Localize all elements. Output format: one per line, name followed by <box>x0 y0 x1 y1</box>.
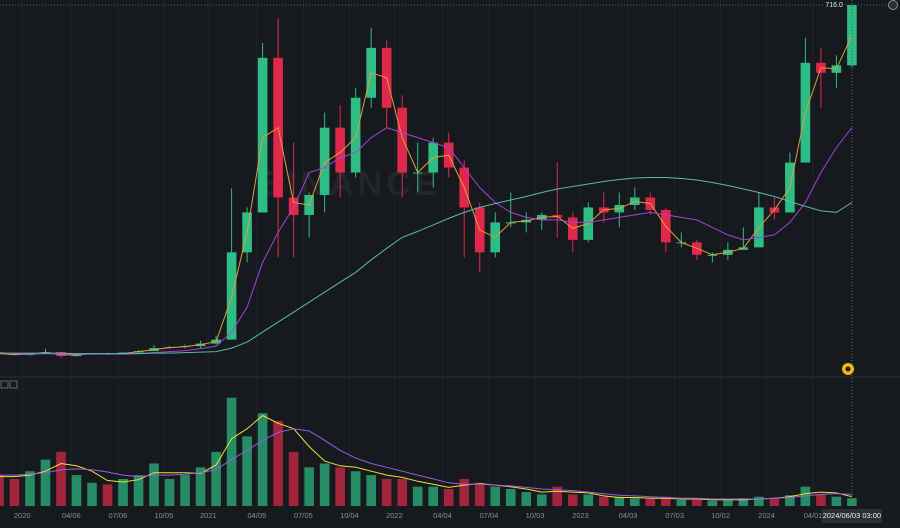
watermark: BINANCE <box>259 165 442 203</box>
volume-bar <box>738 498 749 506</box>
volume-bar <box>769 498 780 506</box>
volume-bar <box>56 451 66 506</box>
x-tick-label: 07/06 <box>108 511 127 520</box>
grid <box>21 0 814 506</box>
volume-bar <box>428 486 439 506</box>
x-tick-label: 10/03 <box>526 511 545 520</box>
volume-bar <box>319 463 330 506</box>
pane-icon[interactable] <box>9 380 18 389</box>
x-tick-label: 04/04 <box>433 511 452 520</box>
last-price-box <box>823 0 844 9</box>
volume-bar <box>397 478 407 506</box>
x-tick-label: 2024 <box>758 511 775 520</box>
volume-bar <box>273 420 283 506</box>
candle-body <box>350 97 361 173</box>
volume-bar <box>40 459 51 506</box>
pane-icon[interactable] <box>0 380 9 389</box>
candle-body <box>257 57 268 213</box>
volume-bar <box>9 478 20 506</box>
volume-bar <box>25 471 35 506</box>
x-tick-label: 04/03 <box>619 511 638 520</box>
volume-bar <box>847 498 857 506</box>
volume-bar <box>723 499 733 506</box>
volume-bar <box>707 500 718 506</box>
candle-body <box>707 254 718 256</box>
volume-bar <box>505 488 516 506</box>
candle-body <box>397 107 407 173</box>
volume-bar <box>211 451 221 506</box>
x-tick-label: 2023 <box>572 511 589 520</box>
x-tick-label: 2020 <box>14 511 31 520</box>
volume-bar <box>180 475 190 506</box>
moving-average-line <box>0 177 853 355</box>
x-tick-label: 10/05 <box>154 511 173 520</box>
volume-bar <box>0 475 4 506</box>
volume-bar <box>443 488 454 506</box>
volume-bar <box>692 499 702 506</box>
x-tick-label: 07/03 <box>665 511 684 520</box>
volume-bar <box>71 475 82 506</box>
volume-bar <box>304 467 314 506</box>
volume-bar <box>645 499 656 506</box>
volume-bar <box>118 478 128 506</box>
volume-bar <box>164 478 175 506</box>
last-price-label: 716.0 <box>825 2 843 9</box>
volume-bar <box>567 494 578 506</box>
volume-bar <box>381 478 392 506</box>
volume-bar <box>366 475 376 506</box>
volume-bar <box>831 496 842 506</box>
volume-pane <box>0 397 857 506</box>
volume-bar <box>288 451 299 506</box>
volume-bar <box>474 482 485 506</box>
volume-bar <box>226 397 237 506</box>
volume-bar <box>754 496 764 506</box>
event-icon-dot <box>845 366 851 372</box>
x-tick-label: 2021 <box>200 511 217 520</box>
candle-body <box>847 4 857 66</box>
x-tick-label: 04/01 <box>804 511 823 520</box>
volume-bar <box>335 467 345 506</box>
moving-average-line <box>0 35 853 356</box>
volume-bar <box>242 436 252 506</box>
volume-bar <box>583 494 594 506</box>
x-tick-label: 07/04 <box>480 511 499 520</box>
volume-bar <box>350 471 361 506</box>
x-tick-label: 10/04 <box>340 511 359 520</box>
volume-bar <box>490 486 501 506</box>
volume-bar <box>630 498 640 506</box>
candle-body <box>335 127 345 173</box>
volume-bar <box>676 499 687 506</box>
volume-bar <box>459 478 470 506</box>
volume-bar <box>195 467 206 506</box>
crosshair-time-box <box>821 509 882 523</box>
price-pane: 716.0 <box>0 0 900 506</box>
candle-body <box>319 127 330 195</box>
volume-moving-average-line <box>0 414 853 501</box>
settings-button[interactable] <box>888 0 898 10</box>
crosshair-time-label: 2024/06/03 03:00 <box>823 511 881 520</box>
volume-bar <box>521 492 532 506</box>
x-tick-label: 10/02 <box>711 511 730 520</box>
x-tick-label: 07/05 <box>294 511 313 520</box>
volume-bar <box>257 413 268 506</box>
volume-bar <box>785 495 795 506</box>
x-axis: 2020 04/06 07/06 10/05 2021 04/05 07/05 10/04 20… <box>14 509 882 523</box>
volume-bar <box>536 494 547 506</box>
volume-bar <box>552 486 563 506</box>
volume-bar <box>133 475 144 506</box>
x-tick-label: 04/06 <box>62 511 81 520</box>
x-tick-label: 04/05 <box>248 511 267 520</box>
volume-moving-average-line <box>0 428 852 500</box>
volume-bar <box>661 496 671 506</box>
volume-bar <box>614 496 625 506</box>
volume-bar <box>598 496 609 506</box>
volume-bar <box>102 484 113 506</box>
volume-bar <box>412 486 423 506</box>
volume-bar <box>87 482 97 506</box>
x-tick-label: 2022 <box>386 511 403 520</box>
volume-bar <box>816 494 826 506</box>
volume-bar <box>149 463 159 506</box>
